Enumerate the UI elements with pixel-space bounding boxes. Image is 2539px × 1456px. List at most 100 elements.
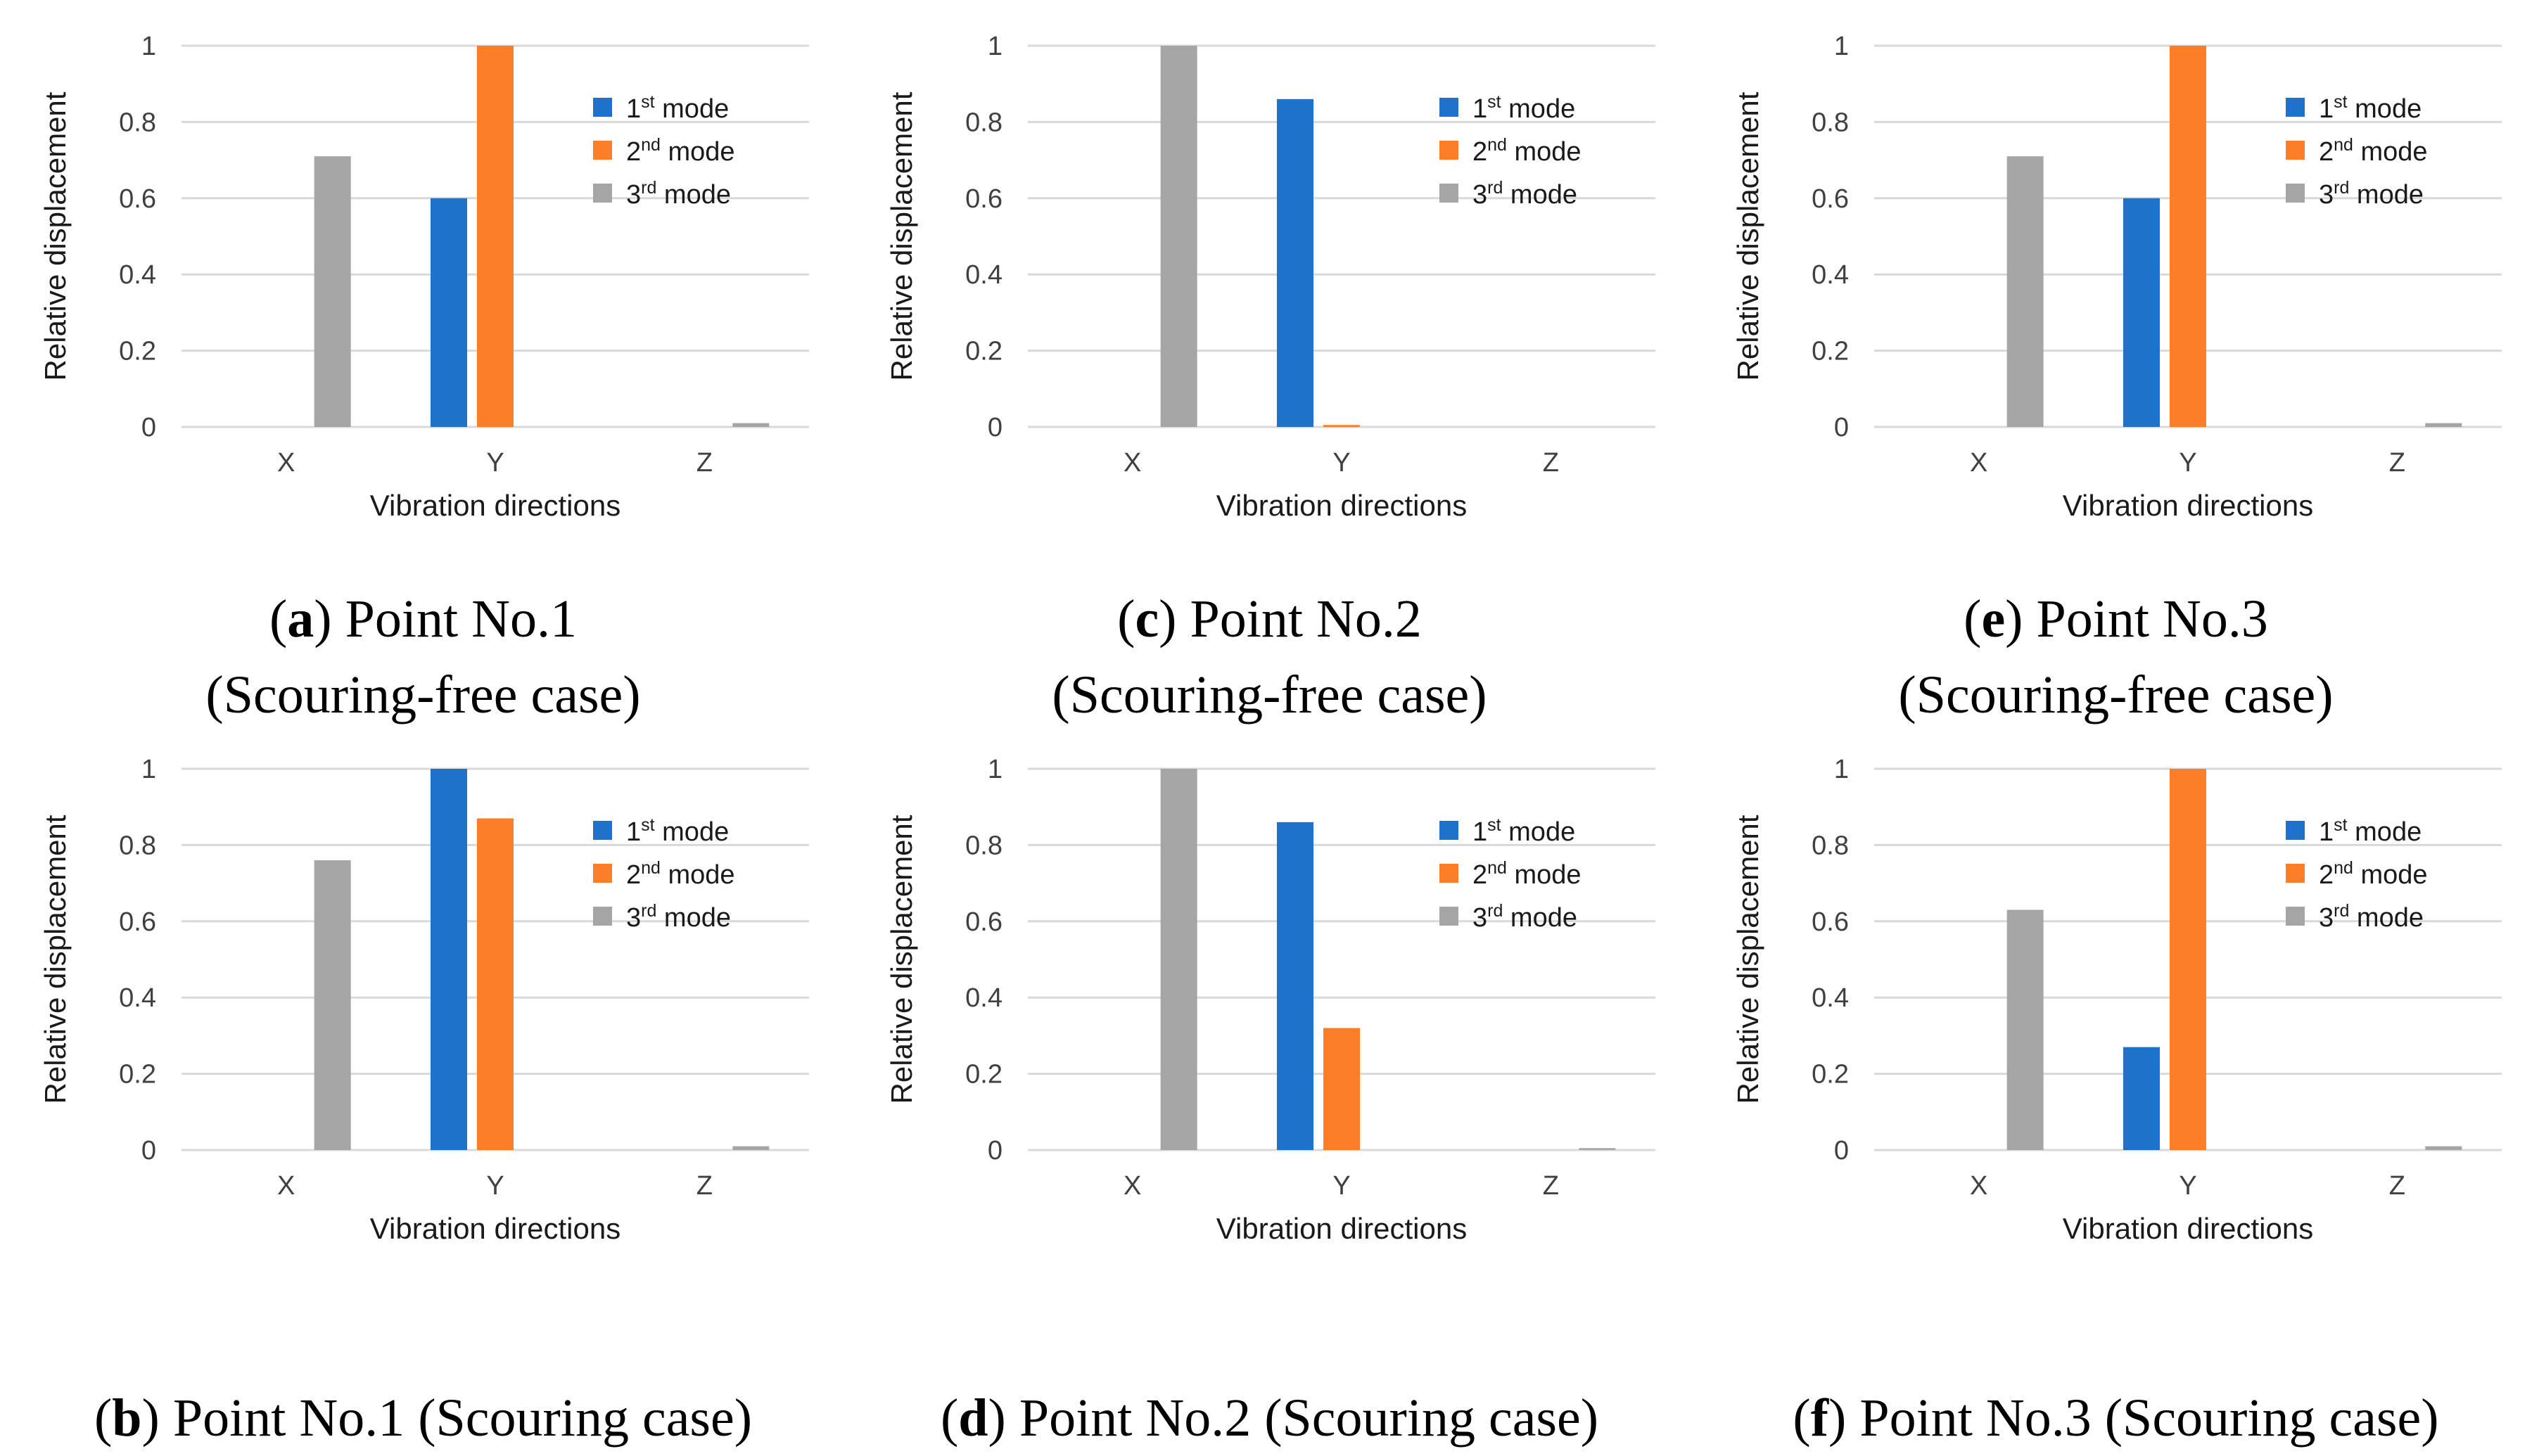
legend-entry: 3rd mode xyxy=(1472,901,1577,933)
x-axis-label: Vibration directions xyxy=(2063,489,2313,522)
legend-swatch xyxy=(1439,907,1458,926)
x-tick-label: X xyxy=(1970,1171,1987,1201)
legend-swatch xyxy=(593,864,612,883)
y-axis-label: Relative displacement xyxy=(39,91,72,381)
x-tick-label: Y xyxy=(486,1171,504,1201)
y-tick-label: 0.2 xyxy=(965,1060,1003,1090)
y-tick-label: 0.2 xyxy=(1812,337,1849,366)
legend-swatch xyxy=(2286,184,2305,203)
bar-mode-3-X xyxy=(314,156,351,427)
x-tick-label: X xyxy=(277,448,295,478)
bar-mode-1-Y xyxy=(431,198,467,427)
bar-mode-1-Y xyxy=(431,769,467,1150)
legend-swatch xyxy=(2286,98,2305,117)
bar-mode-2-Y xyxy=(1323,1028,1360,1150)
y-tick-label: 0.2 xyxy=(965,337,1003,366)
bar-mode-1-Y xyxy=(2123,198,2160,427)
panel-caption: (e) Point No.3 (Scouring-free case) xyxy=(1693,581,2539,733)
bar-mode-3-Z xyxy=(2425,1146,2462,1150)
caption-line-1: (b) Point No.1 (Scouring case) xyxy=(94,1388,753,1448)
panel-caption: (c) Point No.2 (Scouring-free case) xyxy=(846,581,1693,733)
caption-letter: f xyxy=(1810,1388,1829,1448)
x-axis-label: Vibration directions xyxy=(370,1212,621,1245)
y-tick-label: 0.6 xyxy=(119,907,156,937)
x-tick-label: Z xyxy=(1543,1171,1559,1201)
panel-caption: (b) Point No.1 (Scouring case) xyxy=(0,1380,846,1456)
legend-entry: 1st mode xyxy=(1472,815,1575,847)
panel-caption: (f) Point No.3 (Scouring case) xyxy=(1693,1380,2539,1456)
bar-mode-3-X xyxy=(1160,769,1197,1150)
y-tick-label: 0.8 xyxy=(119,831,156,860)
bar-mode-3-X xyxy=(2006,156,2044,427)
legend-swatch xyxy=(1439,184,1458,203)
chart-panel: 0 0.2 0.4 0.6 0.8 1 X Y Z Vibration directions Rel… xyxy=(0,0,846,724)
caption-line-1: (a) Point No.1 xyxy=(269,589,577,649)
x-axis-label: Vibration directions xyxy=(1216,1212,1467,1245)
x-tick-label: X xyxy=(1124,448,1141,478)
bar-chart: 0 0.2 0.4 0.6 0.8 1 X Y Z Vibration directions Rel… xyxy=(885,755,1655,1245)
y-tick-label: 0.4 xyxy=(965,983,1003,1013)
legend-swatch xyxy=(1439,98,1458,117)
legend-swatch xyxy=(2286,821,2305,840)
caption-line-1: (e) Point No.3 xyxy=(1964,589,2268,649)
legend-swatch xyxy=(2286,864,2305,883)
bar-mode-3-X xyxy=(314,860,351,1150)
legend-swatch xyxy=(593,184,612,203)
y-tick-label: 0.8 xyxy=(119,108,156,137)
caption-letter: c xyxy=(1135,589,1159,649)
x-tick-label: X xyxy=(1970,448,1987,478)
y-tick-label: 1 xyxy=(988,755,1003,784)
legend-entry: 2nd mode xyxy=(626,858,735,890)
y-tick-label: 0.2 xyxy=(1812,1060,1849,1090)
legend-entry: 2nd mode xyxy=(626,135,735,167)
bar-mode-1-Y xyxy=(1277,98,1313,427)
chart-panel: 0 0.2 0.4 0.6 0.8 1 X Y Z Vibration directions Rel… xyxy=(846,723,1693,1448)
bar-mode-3-Z xyxy=(2425,423,2462,427)
legend-entry: 3rd mode xyxy=(2319,178,2424,210)
caption-line-2: (Scouring-free case) xyxy=(205,665,641,724)
y-axis-label: Relative displacement xyxy=(39,815,72,1104)
legend-entry: 2nd mode xyxy=(1472,858,1582,890)
y-axis-label: Relative displacement xyxy=(885,815,918,1104)
x-tick-label: X xyxy=(277,1171,295,1201)
y-tick-label: 0.6 xyxy=(1812,184,1849,214)
y-tick-label: 0.2 xyxy=(119,337,156,366)
y-tick-label: 0.8 xyxy=(965,108,1003,137)
bar-mode-3-Z xyxy=(732,1146,770,1150)
chart-panel: 0 0.2 0.4 0.6 0.8 1 X Y Z Vibration directions Rel… xyxy=(1693,723,2539,1448)
x-tick-label: Z xyxy=(2389,1171,2405,1201)
bar-chart: 0 0.2 0.4 0.6 0.8 1 X Y Z Vibration directions Rel… xyxy=(885,32,1655,522)
bar-mode-3-Z xyxy=(1579,1148,1616,1150)
bar-mode-3-X xyxy=(2006,909,2044,1150)
legend-entry: 2nd mode xyxy=(2319,135,2428,167)
panel-caption: (a) Point No.1 (Scouring-free case) xyxy=(0,581,846,733)
chart-panel: 0 0.2 0.4 0.6 0.8 1 X Y Z Vibration directions Rel… xyxy=(1693,0,2539,724)
x-tick-label: Y xyxy=(2179,1171,2196,1201)
chart-panel: 0 0.2 0.4 0.6 0.8 1 X Y Z Vibration directions Rel… xyxy=(0,723,846,1448)
legend-entry: 1st mode xyxy=(1472,92,1575,124)
legend-entry: 3rd mode xyxy=(626,901,731,933)
y-axis-label: Relative displacement xyxy=(1731,815,1764,1104)
legend-swatch xyxy=(593,98,612,117)
legend-entry: 3rd mode xyxy=(1472,178,1577,210)
caption-line-1: (d) Point No.2 (Scouring case) xyxy=(940,1388,1599,1448)
x-tick-label: Z xyxy=(696,1171,713,1201)
x-axis-label: Vibration directions xyxy=(1216,489,1467,522)
legend-entry: 3rd mode xyxy=(2319,901,2424,933)
legend-entry: 1st mode xyxy=(2319,815,2422,847)
bar-mode-1-Y xyxy=(1277,822,1313,1150)
x-tick-label: Z xyxy=(2389,448,2405,478)
legend-entry: 2nd mode xyxy=(2319,858,2428,890)
x-tick-label: Y xyxy=(1332,448,1350,478)
y-tick-label: 0 xyxy=(988,1136,1003,1166)
y-tick-label: 0.4 xyxy=(119,983,156,1013)
y-tick-label: 0 xyxy=(1834,413,1849,442)
legend-entry: 1st mode xyxy=(2319,92,2422,124)
chart-panel: 0 0.2 0.4 0.6 0.8 1 X Y Z Vibration directions Rel… xyxy=(846,0,1693,724)
y-tick-label: 1 xyxy=(141,755,156,784)
bar-mode-2-Y xyxy=(2170,46,2206,427)
y-tick-label: 1 xyxy=(1834,32,1849,61)
legend-swatch xyxy=(593,141,612,160)
y-tick-label: 0.8 xyxy=(965,831,1003,860)
y-tick-label: 0.4 xyxy=(1812,983,1849,1013)
